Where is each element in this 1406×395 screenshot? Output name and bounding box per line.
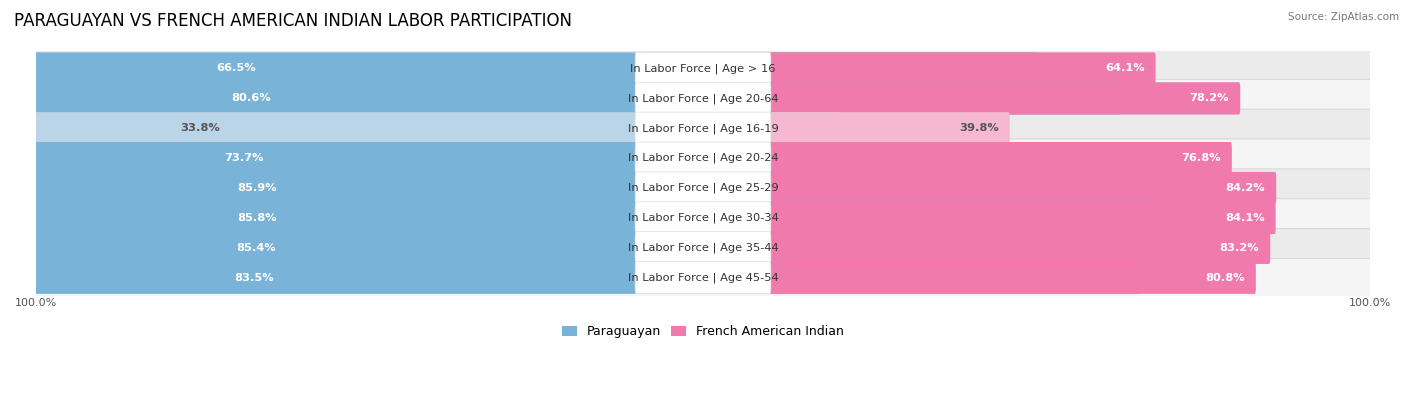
- FancyBboxPatch shape: [35, 79, 1371, 117]
- Text: 80.6%: 80.6%: [231, 93, 271, 103]
- Text: 39.8%: 39.8%: [959, 123, 998, 133]
- FancyBboxPatch shape: [636, 112, 770, 145]
- Text: In Labor Force | Age 16-19: In Labor Force | Age 16-19: [627, 123, 779, 134]
- Text: 80.8%: 80.8%: [1205, 273, 1244, 283]
- FancyBboxPatch shape: [35, 169, 1371, 207]
- FancyBboxPatch shape: [35, 112, 841, 145]
- FancyBboxPatch shape: [35, 53, 1036, 85]
- Text: 78.2%: 78.2%: [1189, 93, 1229, 103]
- Text: 33.8%: 33.8%: [181, 123, 221, 133]
- Text: In Labor Force | Age > 16: In Labor Force | Age > 16: [630, 63, 776, 74]
- FancyBboxPatch shape: [35, 142, 1080, 174]
- FancyBboxPatch shape: [769, 142, 1232, 174]
- FancyBboxPatch shape: [636, 202, 770, 234]
- FancyBboxPatch shape: [35, 259, 1371, 297]
- Text: 85.4%: 85.4%: [236, 243, 276, 253]
- Text: 83.5%: 83.5%: [235, 273, 274, 283]
- Text: 66.5%: 66.5%: [217, 64, 256, 73]
- Text: 84.1%: 84.1%: [1225, 213, 1264, 223]
- FancyBboxPatch shape: [636, 53, 770, 85]
- FancyBboxPatch shape: [636, 261, 770, 294]
- FancyBboxPatch shape: [769, 53, 1156, 85]
- Text: In Labor Force | Age 20-24: In Labor Force | Age 20-24: [627, 153, 779, 164]
- Legend: Paraguayan, French American Indian: Paraguayan, French American Indian: [557, 320, 849, 343]
- Text: In Labor Force | Age 30-34: In Labor Force | Age 30-34: [627, 213, 779, 223]
- FancyBboxPatch shape: [636, 82, 770, 115]
- FancyBboxPatch shape: [769, 202, 1275, 234]
- FancyBboxPatch shape: [636, 172, 770, 204]
- FancyBboxPatch shape: [35, 49, 1371, 88]
- FancyBboxPatch shape: [769, 172, 1277, 204]
- Text: 83.2%: 83.2%: [1219, 243, 1258, 253]
- Text: 84.2%: 84.2%: [1226, 183, 1265, 193]
- FancyBboxPatch shape: [769, 82, 1240, 115]
- FancyBboxPatch shape: [35, 229, 1371, 267]
- FancyBboxPatch shape: [35, 202, 1153, 234]
- Text: 85.9%: 85.9%: [238, 183, 277, 193]
- Text: PARAGUAYAN VS FRENCH AMERICAN INDIAN LABOR PARTICIPATION: PARAGUAYAN VS FRENCH AMERICAN INDIAN LAB…: [14, 12, 572, 30]
- Text: In Labor Force | Age 45-54: In Labor Force | Age 45-54: [627, 273, 779, 283]
- Text: 73.7%: 73.7%: [224, 153, 263, 163]
- FancyBboxPatch shape: [35, 261, 1139, 294]
- FancyBboxPatch shape: [35, 109, 1371, 147]
- Text: 64.1%: 64.1%: [1105, 64, 1144, 73]
- Text: In Labor Force | Age 25-29: In Labor Force | Age 25-29: [627, 183, 779, 193]
- Text: 76.8%: 76.8%: [1181, 153, 1220, 163]
- FancyBboxPatch shape: [35, 199, 1371, 237]
- FancyBboxPatch shape: [35, 172, 1153, 204]
- FancyBboxPatch shape: [636, 232, 770, 264]
- Text: In Labor Force | Age 20-64: In Labor Force | Age 20-64: [627, 93, 779, 103]
- FancyBboxPatch shape: [636, 142, 770, 174]
- FancyBboxPatch shape: [769, 232, 1270, 264]
- Text: Source: ZipAtlas.com: Source: ZipAtlas.com: [1288, 12, 1399, 22]
- FancyBboxPatch shape: [769, 261, 1256, 294]
- FancyBboxPatch shape: [35, 82, 1121, 115]
- FancyBboxPatch shape: [35, 139, 1371, 177]
- Text: 85.8%: 85.8%: [236, 213, 277, 223]
- FancyBboxPatch shape: [35, 232, 1150, 264]
- Text: In Labor Force | Age 35-44: In Labor Force | Age 35-44: [627, 243, 779, 253]
- FancyBboxPatch shape: [769, 112, 1010, 145]
